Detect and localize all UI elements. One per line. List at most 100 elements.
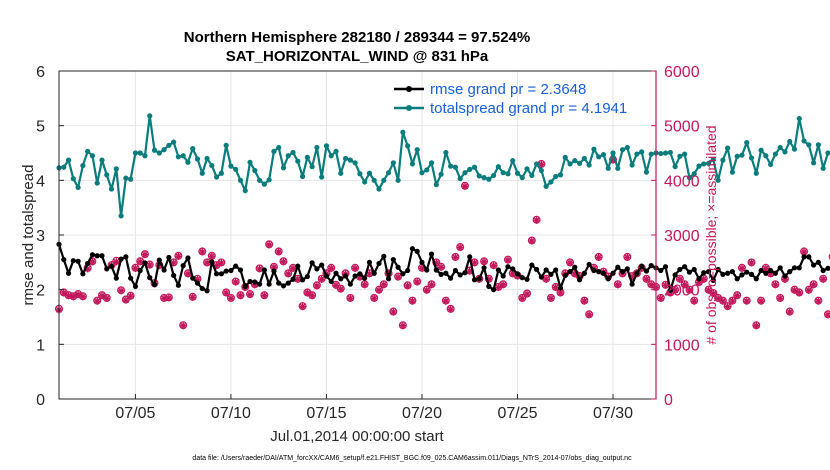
totalspread-point-33: [214, 174, 220, 180]
obs-assimilated-point-51-stroke-3: [299, 303, 306, 310]
obs-assimilated-point-155: [795, 289, 803, 297]
obs-assimilated-point-23-stroke-3: [165, 294, 172, 301]
obs-assimilated-point-160-stroke-3: [820, 276, 827, 283]
y2-axis-label: # of obs: o=possible; ×=assimilated: [703, 125, 719, 344]
rmse-point-37: [233, 263, 239, 269]
x-tick-label-5: 07/30: [593, 405, 633, 422]
rmse-point-148: [763, 270, 769, 276]
obs-assimilated-point-83: [451, 253, 460, 262]
obs-assimilated-point-30: [198, 248, 206, 256]
obs-assimilated-point-36: [227, 294, 235, 303]
obs-assimilated-point-89: [480, 258, 488, 266]
obs-assimilated-point-32-stroke-3: [208, 253, 215, 260]
rmse-point-65: [366, 259, 373, 265]
totalspread-point-15: [128, 176, 134, 182]
rmse-point-43: [261, 267, 267, 273]
rmse-point-75: [414, 248, 420, 254]
obs-assimilated-point-74: [408, 297, 417, 305]
obs-assimilated-point-46-stroke-3: [275, 248, 282, 255]
obs-assimilated-point-55: [318, 275, 326, 283]
obs-assimilated-point-98: [523, 290, 531, 298]
rmse-point-54: [314, 266, 320, 272]
obs-assimilated-point-131: [681, 281, 689, 289]
rmse-point-156: [801, 254, 807, 260]
totalspread-point-145: [748, 155, 755, 161]
totalspread-point-48: [285, 153, 291, 159]
obs-assimilated-point-91-stroke-3: [490, 262, 497, 269]
obs-assimilated-point-158: [810, 281, 818, 289]
obs-assimilated-point-54: [313, 282, 321, 290]
rmse-point-124: [648, 263, 654, 269]
obs-assimilated-point-157-stroke-3: [805, 287, 812, 294]
rmse-point-46: [276, 280, 282, 286]
series-totalspread: [56, 113, 830, 219]
totalspread-point-127: [662, 150, 669, 156]
obs-assimilated-point-110-stroke-3: [581, 298, 588, 305]
obs-assimilated-point-1-stroke-3: [60, 289, 67, 296]
rmse-point-18: [142, 260, 148, 266]
obs-assimilated-point-32: [208, 252, 216, 260]
obs-assimilated-point-154: [790, 286, 799, 294]
totalspread-point-132: [686, 175, 693, 181]
obs-assimilated-point-107: [566, 259, 574, 267]
totalspread-point-66: [371, 177, 377, 183]
x-tick-label-4: 07/25: [497, 405, 537, 422]
obs-assimilated-point-71-stroke-3: [395, 274, 402, 281]
obs-assimilated-point-130: [676, 275, 684, 283]
obs-assimilated-point-37-stroke-3: [232, 278, 239, 286]
rmse-point-42: [256, 281, 263, 287]
rmse-point-21: [156, 257, 162, 263]
totalspread-point-22: [161, 147, 167, 153]
y2-tick-label-4: 4000: [664, 173, 700, 190]
rmse-point-116: [610, 270, 616, 276]
obs-assimilated-point-37: [232, 278, 240, 286]
rmse-point-27: [185, 255, 191, 261]
obs-assimilated-point-10: [103, 294, 111, 303]
obs-assimilated-point-28-stroke-3: [189, 294, 196, 301]
obs-assimilated-point-57: [327, 264, 335, 272]
obs-assimilated-point-85-stroke-3: [461, 183, 468, 190]
obs-assimilated-point-137: [709, 289, 717, 298]
totalspread-point-157: [806, 142, 812, 148]
legend: rmse grand pr = 2.3648 totalspread grand…: [394, 81, 627, 117]
totalspread-point-124: [648, 151, 654, 157]
rmse-point-34: [218, 271, 224, 277]
obs-assimilated-point-103: [547, 294, 555, 303]
obs-assimilated-point-18: [141, 251, 149, 259]
obs-assimilated-point-8-stroke-3: [94, 298, 101, 305]
totalspread-point-52: [304, 154, 310, 160]
rmse-point-106: [562, 272, 568, 279]
totalspread-point-94: [505, 171, 511, 177]
y2-tick-label-5: 5000: [664, 119, 700, 136]
obs-assimilated-point-100-stroke-3: [533, 217, 540, 224]
totalspread-point-102: [543, 183, 549, 189]
obs-assimilated-point-38: [236, 292, 245, 300]
totalspread-point-137: [710, 156, 716, 163]
rmse-point-118: [619, 269, 626, 275]
totalspread-point-5: [80, 162, 86, 169]
obs-assimilated-point-77: [423, 286, 431, 294]
obs-assimilated-point-14-stroke-3: [122, 297, 129, 304]
totalspread-point-116: [610, 150, 616, 156]
totalspread-point-161: [825, 150, 830, 156]
totalspread-point-109: [576, 160, 583, 166]
totalspread-point-118: [619, 147, 626, 153]
totalspread-point-62: [352, 160, 358, 166]
rmse-point-24: [171, 272, 177, 279]
obs-assimilated-point-17-stroke-3: [137, 258, 144, 265]
rmse-point-127: [662, 264, 669, 270]
obs-assimilated-point-52-stroke-3: [304, 289, 311, 296]
rmse-point-78: [428, 251, 435, 257]
totalspread-point-126: [658, 150, 664, 157]
rmse-point-7: [89, 252, 96, 258]
totalspread-point-88: [476, 173, 482, 179]
obs-assimilated-point-87-stroke-3: [471, 259, 478, 266]
totalspread-point-35: [223, 142, 229, 148]
totalspread-point-51: [299, 173, 306, 180]
totalspread-point-143: [739, 152, 745, 158]
rmse-point-80: [438, 271, 444, 277]
rmse-point-157: [806, 254, 812, 260]
totalspread-point-75: [414, 147, 420, 153]
rmse-point-73: [405, 267, 411, 274]
totalspread-point-92: [495, 164, 501, 170]
